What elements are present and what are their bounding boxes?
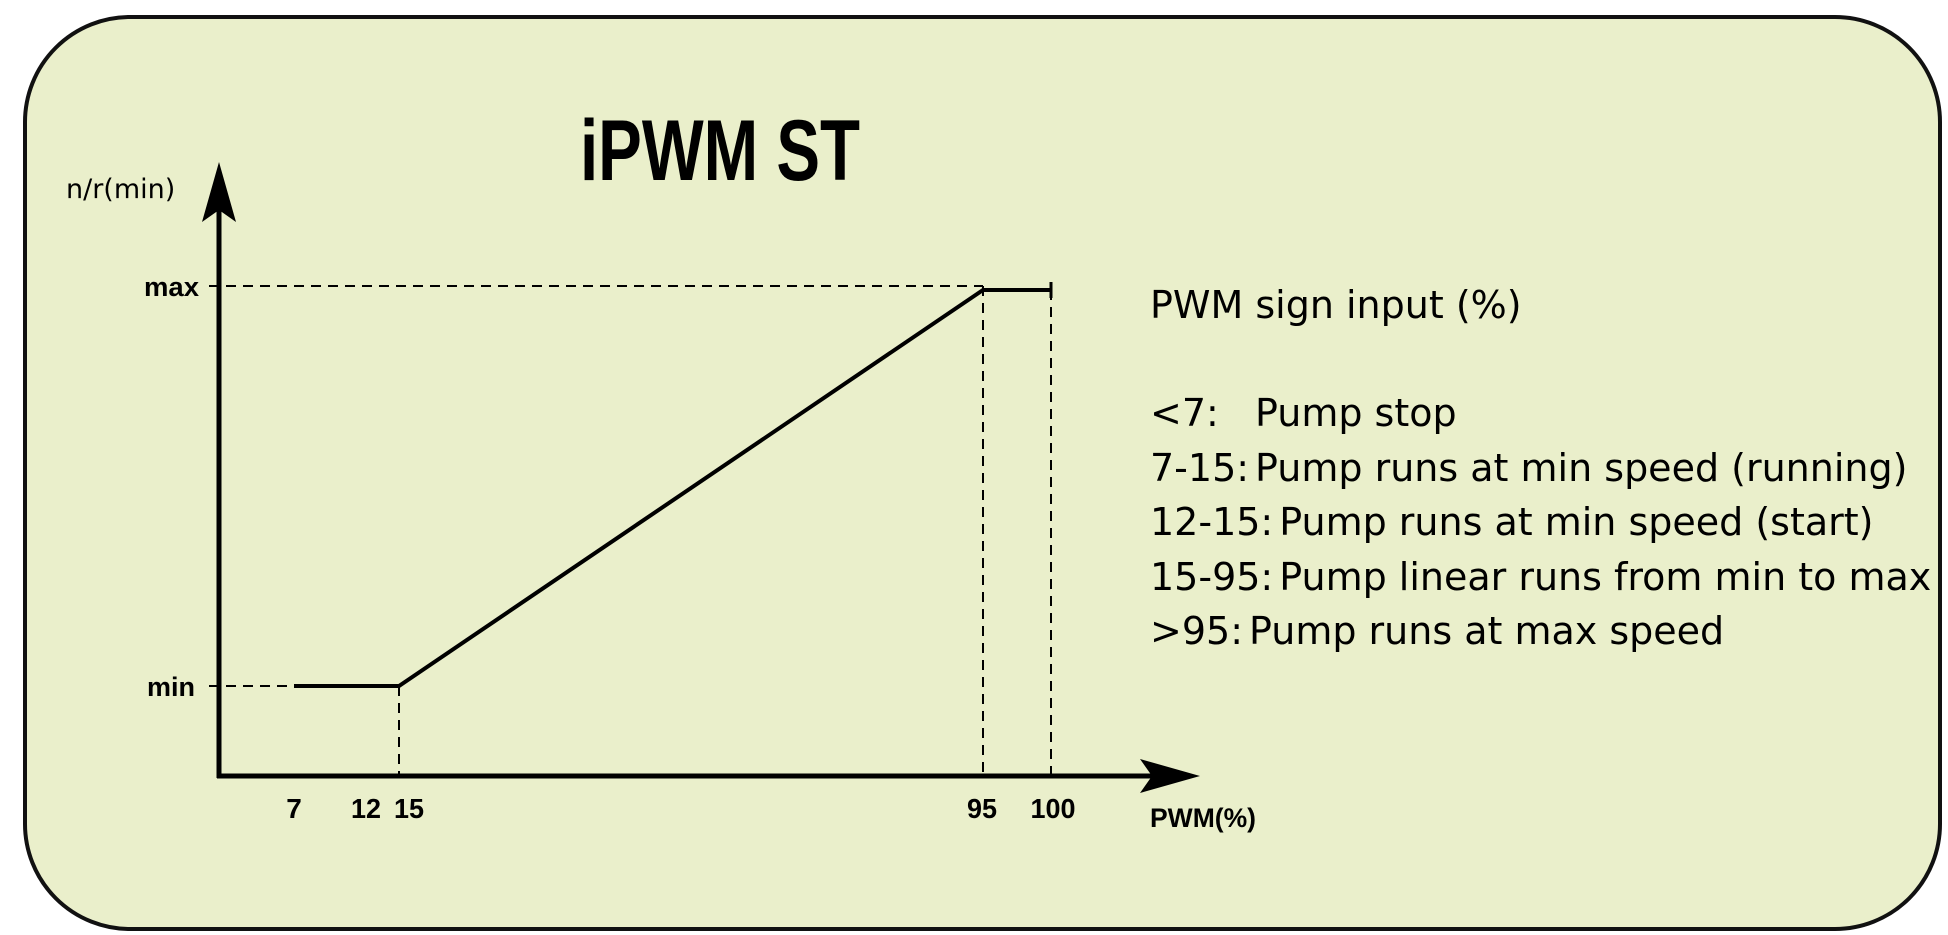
range: 12-15: bbox=[1150, 500, 1273, 544]
legend-item: 15-95: Pump linear runs from min to max bbox=[1150, 555, 1931, 599]
y-label: max bbox=[144, 272, 199, 302]
range: <7: bbox=[1150, 391, 1219, 435]
x-label: 12 bbox=[351, 793, 381, 824]
description: Pump runs at min speed (start) bbox=[1279, 500, 1873, 544]
range: >95: bbox=[1150, 609, 1243, 653]
description: Pump runs at max speed bbox=[1249, 609, 1724, 653]
speed-curve bbox=[294, 288, 1051, 688]
description: Pump linear runs from min to max bbox=[1279, 555, 1931, 599]
y-axis-arrow bbox=[202, 162, 236, 222]
title: iPWM ST bbox=[580, 103, 860, 199]
x-label: 7 bbox=[286, 793, 302, 824]
legend-item: >95: Pump runs at max speed bbox=[1150, 609, 1724, 653]
description: Pump runs at min speed (running) bbox=[1255, 446, 1907, 490]
y-axis-label: n/r(min) bbox=[66, 174, 175, 205]
legend-item: <7: Pump stop bbox=[1150, 391, 1457, 435]
x-label: 100 bbox=[1031, 793, 1076, 824]
x-axis-label: PWM(%) bbox=[1150, 803, 1256, 833]
range: 15-95: bbox=[1150, 555, 1273, 599]
x-label: 95 bbox=[967, 793, 997, 824]
description: Pump stop bbox=[1255, 391, 1457, 435]
x-axis-arrow bbox=[1140, 759, 1200, 793]
legend-item: 12-15: Pump runs at min speed (start) bbox=[1150, 500, 1874, 544]
y-label: min bbox=[147, 672, 195, 702]
legend-item: 7-15: Pump runs at min speed (running) bbox=[1150, 446, 1907, 490]
range: 7-15: bbox=[1150, 446, 1249, 490]
legend-heading: PWM sign input (%) bbox=[1150, 283, 1522, 327]
x-label: 15 bbox=[394, 793, 424, 824]
